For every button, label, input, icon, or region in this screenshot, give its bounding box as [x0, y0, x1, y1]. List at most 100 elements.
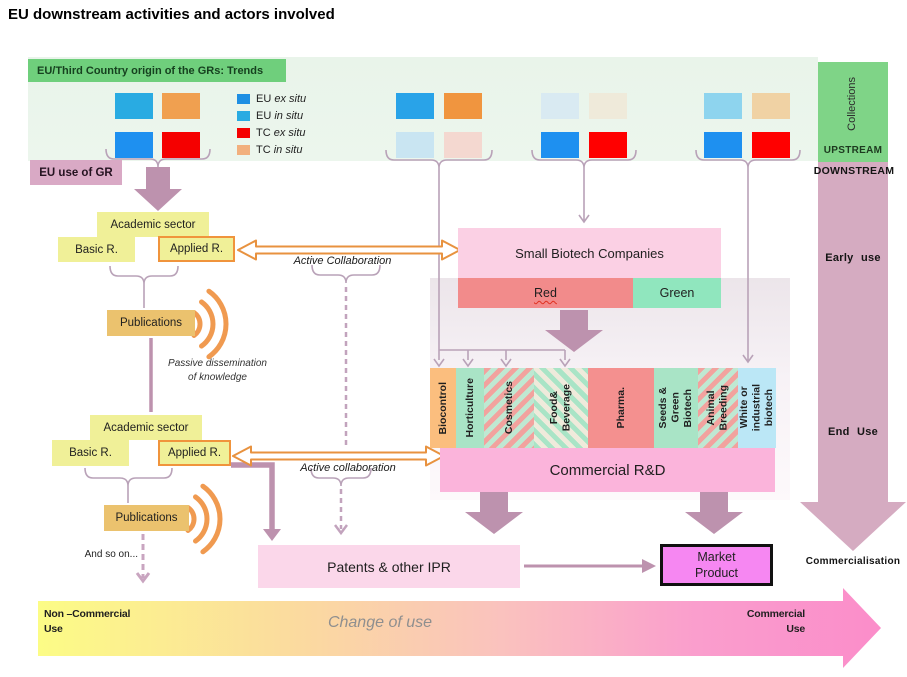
- gr-square: [704, 132, 742, 158]
- biotech-red-label: Red: [534, 286, 557, 300]
- group4-to-white-biotech-line: [742, 168, 754, 364]
- legend-swatch: [237, 111, 250, 121]
- legend-swatch: [237, 94, 250, 104]
- biotech-down-arrow: [545, 310, 603, 352]
- brace-mid2: [310, 467, 372, 487]
- early-use-label: Early use: [825, 252, 881, 264]
- banner-origin-trends: EU/Third Country origin of the GRs: Tren…: [28, 59, 286, 82]
- legend-term: ex situ: [274, 93, 307, 105]
- commercial-rd-box: Commercial R&D: [440, 448, 775, 492]
- collections-label-wrap: Collections: [818, 64, 888, 144]
- basic-r-1-box: Basic R.: [58, 237, 135, 262]
- brace-group1: [105, 148, 211, 168]
- arc-large: [206, 288, 229, 360]
- sector-biocontrol: Biocontrol: [430, 368, 456, 448]
- sector-white-industrial-biotech: White or industrial biotech: [738, 368, 776, 448]
- active-collaboration-1-label: Active Collaboration: [293, 255, 392, 267]
- rd-down-arrow-right: [685, 492, 743, 534]
- banner-label: EU/Third Country origin of the GRs: Tren…: [37, 64, 264, 77]
- gr-square: [162, 93, 200, 119]
- legend-prefix: EU: [256, 110, 272, 122]
- patents-ipr-box: Patents & other IPR: [258, 545, 520, 588]
- gr-square: [704, 93, 742, 119]
- academic-sector-1-box: Academic sector: [97, 212, 209, 237]
- sector-horticulture: Horticulture: [456, 368, 484, 448]
- sector-label: Animal Breeding: [705, 385, 730, 431]
- sector-label: Horticulture: [463, 378, 476, 438]
- gr-square: [752, 93, 790, 119]
- biotech-green-strip: Green: [633, 278, 721, 308]
- dashed-arrowhead-patents: [334, 524, 348, 536]
- legend-term: in situ: [273, 144, 303, 156]
- small-biotech-box: Small Biotech Companies: [458, 228, 721, 278]
- page-title: EU downstream activities and actors invo…: [8, 6, 335, 23]
- gr-square: [115, 93, 153, 119]
- basic-r-2-box: Basic R.: [52, 440, 129, 466]
- sector-label: Cosmetics: [502, 381, 515, 435]
- legend-row-eu-ex-situ: EU ex situ: [237, 93, 306, 105]
- legend-row-tc-in-situ: TC in situ: [237, 144, 302, 156]
- and-so-on-arrow: [135, 534, 151, 584]
- brace-mid1: [311, 264, 381, 284]
- gr-square: [444, 132, 482, 158]
- end-use-label: End Use: [827, 426, 879, 438]
- sector-label: Food& Beverage: [548, 384, 573, 432]
- gr-square: [589, 132, 627, 158]
- biotech-red-strip: Red: [458, 278, 633, 308]
- sector-arrowheads: [433, 358, 571, 368]
- sector-label: Biocontrol: [436, 381, 449, 435]
- active-collaboration-2-label: Active collaboration: [300, 462, 396, 474]
- change-of-use-label: Change of use: [327, 614, 433, 631]
- gr-square: [541, 93, 579, 119]
- and-so-on-label: And so on...: [84, 549, 138, 560]
- eu-use-down-arrow: [134, 167, 182, 211]
- gr-square: [162, 132, 200, 158]
- gr-square: [444, 93, 482, 119]
- passive-dissemination-label: Passive dissemination of knowledge: [168, 358, 267, 383]
- dissemination-arcs-1: [191, 288, 229, 360]
- gr-square: [396, 93, 434, 119]
- sector-food-beverage: Food& Beverage: [534, 368, 588, 448]
- academic-sector-2-box: Academic sector: [90, 415, 202, 440]
- dissemination-arcs-2: [185, 483, 223, 555]
- arc-large: [200, 483, 223, 555]
- legend-term: ex situ: [273, 127, 306, 139]
- arc-mid: [193, 494, 210, 544]
- downstream-arrow: [800, 162, 906, 551]
- gr-square: [396, 132, 434, 158]
- legend-prefix: TC: [256, 127, 271, 139]
- applied2-to-patents-line: [231, 462, 275, 530]
- dashed-mid-path: [334, 287, 348, 536]
- commercialisation-label: Commercialisation: [805, 556, 901, 567]
- gr-square: [115, 132, 153, 158]
- sector-label: Seeds & Green Biotech: [657, 387, 695, 429]
- legend-swatch: [237, 145, 250, 155]
- brace-academic1: [109, 265, 179, 285]
- brace-academic2: [84, 467, 173, 487]
- arc-small: [185, 505, 197, 533]
- thin-connectors: [127, 168, 754, 503]
- downstream-label: DOWNSTREAM: [813, 165, 895, 177]
- legend-row-eu-in-situ: EU in situ: [237, 110, 303, 122]
- group2-to-sectors-line: [438, 168, 566, 360]
- commercial-use-label: Commercial Use: [746, 608, 805, 635]
- sector-label: White or industrial biotech: [738, 384, 776, 432]
- legend-swatch: [237, 128, 250, 138]
- gr-square: [752, 132, 790, 158]
- applied-r-1-box: Applied R.: [158, 236, 235, 262]
- arc-mid: [199, 299, 216, 349]
- eu-use-of-gr-box: EU use of GR: [30, 160, 122, 185]
- publications-2-box: Publications: [104, 505, 189, 531]
- market-product-box: Market Product: [660, 544, 773, 586]
- sector-seeds-green-biotech: Seeds & Green Biotech: [654, 368, 698, 448]
- arc-small: [191, 310, 203, 338]
- applied-r-2-box: Applied R.: [158, 440, 231, 466]
- sector-label: Pharma.: [614, 387, 627, 429]
- applied2-to-patents-head: [263, 529, 281, 541]
- legend-row-tc-ex-situ: TC ex situ: [237, 127, 306, 139]
- gr-square: [541, 132, 579, 158]
- collections-rail: [818, 62, 888, 162]
- legend-prefix: TC: [256, 144, 271, 156]
- upstream-label: UPSTREAM: [823, 145, 883, 156]
